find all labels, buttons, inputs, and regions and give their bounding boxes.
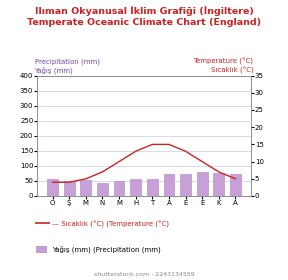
Bar [80, 180, 91, 196]
Bar [97, 183, 108, 196]
Text: Yağış (mm) (Precipitation (mm): Yağış (mm) (Precipitation (mm) [52, 246, 161, 253]
Bar [180, 174, 191, 196]
Bar [47, 179, 58, 196]
Text: shutterstock.com · 2243134559: shutterstock.com · 2243134559 [94, 272, 194, 277]
Text: Ilıman Okyanusal İklim Grafiği (İngiltere)
Temperate Oceanic Climate Chart (Engl: Ilıman Okyanusal İklim Grafiği (İngilter… [27, 6, 261, 27]
Bar [64, 181, 75, 196]
Bar [213, 172, 224, 196]
Text: Temperature (°C)
Sıcaklık (°C): Temperature (°C) Sıcaklık (°C) [194, 58, 253, 74]
Bar [164, 174, 174, 196]
Bar [114, 181, 124, 196]
Text: Precipitation (mm)
Yağış (mm): Precipitation (mm) Yağış (mm) [35, 59, 100, 74]
Bar [147, 179, 158, 196]
Bar [36, 246, 46, 252]
Bar [230, 174, 241, 196]
Bar [197, 172, 208, 196]
Bar [130, 179, 141, 196]
Text: — Sıcaklık (°C) (Temperature (°C): — Sıcaklık (°C) (Temperature (°C) [52, 220, 169, 228]
